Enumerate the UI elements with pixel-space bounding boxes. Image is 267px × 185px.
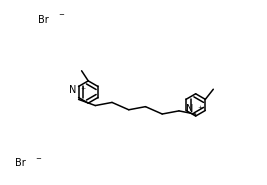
Text: Br: Br: [15, 158, 26, 168]
Text: N: N: [186, 104, 193, 114]
Text: +: +: [81, 86, 86, 91]
Text: N: N: [69, 85, 76, 95]
Text: −: −: [35, 156, 41, 162]
Text: −: −: [58, 12, 64, 18]
Text: +: +: [198, 105, 203, 110]
Text: Br: Br: [38, 15, 49, 25]
